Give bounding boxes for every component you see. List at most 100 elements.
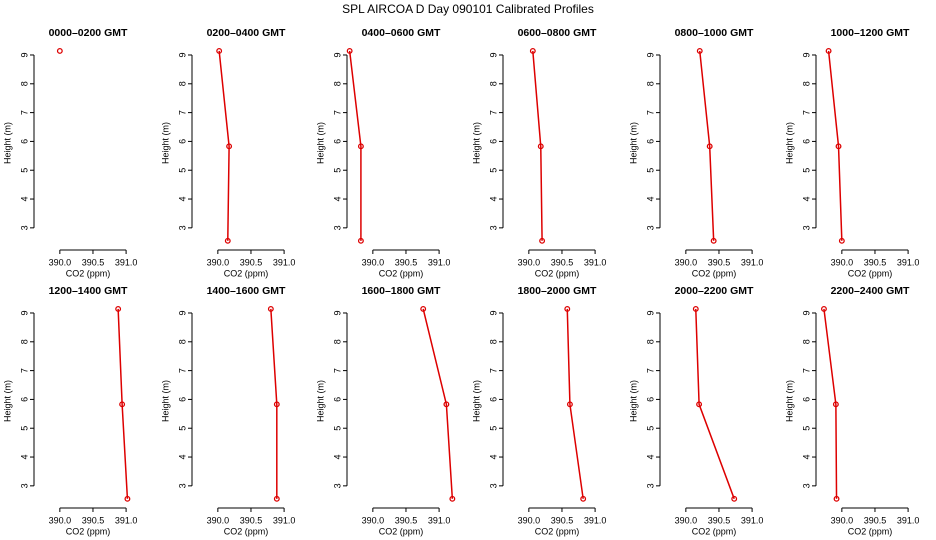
y-tick-label: 7 [645, 368, 655, 373]
x-axis-label: CO2 (ppm) [224, 526, 269, 536]
x-tick-label: 391.0 [428, 515, 451, 525]
y-axis-label: Height (m) [315, 380, 325, 422]
y-tick-label: 9 [488, 310, 498, 315]
y-tick-label: 6 [645, 397, 655, 402]
x-tick-label: 390.5 [82, 515, 105, 525]
y-tick-label: 6 [332, 139, 342, 144]
y-tick-label: 5 [177, 426, 187, 431]
x-tick-label: 391.0 [273, 515, 296, 525]
y-tick-label: 7 [488, 368, 498, 373]
data-point [832, 401, 839, 408]
y-tick-label: 4 [645, 455, 655, 460]
data-point [529, 47, 536, 54]
panel-title: 0200–0400 GMT [207, 27, 286, 39]
x-tick-label: 390.5 [395, 257, 418, 267]
y-tick-label: 6 [645, 139, 655, 144]
x-tick-label: 390.0 [831, 257, 854, 267]
y-tick-label: 4 [801, 455, 811, 460]
y-tick-label: 9 [645, 52, 655, 57]
y-tick-label: 7 [801, 368, 811, 373]
x-tick-label: 391.0 [428, 257, 451, 267]
y-axis-label: Height (m) [471, 380, 481, 422]
chart-title: SPL AIRCOA D Day 090101 Calibrated Profi… [342, 2, 594, 16]
x-axis-label: CO2 (ppm) [848, 526, 893, 536]
y-tick-label: 3 [488, 483, 498, 488]
y-axis-label: Height (m) [628, 122, 638, 164]
y-axis-label: Height (m) [2, 122, 12, 164]
profile-line [827, 50, 843, 241]
x-tick-label: 391.0 [741, 515, 764, 525]
panel-title: 1400–1600 GMT [207, 285, 286, 297]
data-point [821, 305, 827, 312]
y-tick-label: 6 [177, 139, 187, 144]
y-tick-label: 6 [488, 397, 498, 402]
y-tick-label: 3 [801, 225, 811, 230]
x-tick-label: 390.5 [864, 515, 887, 525]
y-tick-label: 8 [645, 81, 655, 86]
x-tick-label: 391.0 [115, 257, 138, 267]
x-tick-label: 391.0 [273, 257, 296, 267]
y-tick-label: 7 [332, 368, 342, 373]
y-tick-label: 5 [177, 168, 187, 173]
y-tick-label: 5 [332, 168, 342, 173]
data-point [580, 495, 587, 502]
x-tick-label: 390.5 [708, 257, 731, 267]
data-point [731, 495, 738, 502]
y-tick-label: 8 [332, 339, 342, 344]
y-tick-label: 9 [19, 52, 29, 57]
data-point [835, 143, 842, 150]
y-tick-label: 9 [177, 52, 187, 57]
profile-line [117, 308, 129, 499]
x-axis-label: CO2 (ppm) [692, 526, 737, 536]
y-tick-label: 3 [19, 225, 29, 230]
y-tick-label: 5 [19, 168, 29, 173]
profile-line [270, 308, 278, 499]
y-tick-label: 3 [332, 225, 342, 230]
panel-title: 1800–2000 GMT [518, 285, 597, 297]
x-tick-label: 390.5 [82, 257, 105, 267]
profile-line [699, 50, 715, 241]
y-tick-label: 3 [645, 483, 655, 488]
x-tick-label: 391.0 [115, 515, 138, 525]
x-tick-label: 390.0 [49, 515, 72, 525]
data-point [566, 401, 573, 408]
x-tick-label: 391.0 [584, 515, 607, 525]
y-tick-label: 6 [19, 139, 29, 144]
data-point [564, 305, 571, 312]
y-axis-label: Height (m) [2, 380, 12, 422]
data-point [833, 495, 840, 502]
x-axis-label: CO2 (ppm) [66, 526, 111, 536]
panel-title: 0800–1000 GMT [675, 27, 754, 39]
y-tick-label: 5 [645, 426, 655, 431]
data-point [115, 305, 122, 312]
y-tick-label: 8 [177, 81, 187, 86]
x-tick-label: 391.0 [897, 257, 920, 267]
profile-line [218, 50, 230, 241]
x-tick-label: 390.0 [362, 257, 385, 267]
y-tick-label: 4 [488, 455, 498, 460]
profile-line [422, 308, 454, 499]
y-tick-label: 7 [645, 110, 655, 115]
x-tick-label: 390.5 [240, 515, 263, 525]
y-tick-label: 4 [19, 197, 29, 202]
x-tick-label: 390.0 [207, 515, 230, 525]
data-point [696, 47, 703, 54]
x-axis-label: CO2 (ppm) [848, 268, 893, 278]
x-tick-label: 391.0 [741, 257, 764, 267]
x-tick-label: 390.5 [395, 515, 418, 525]
y-tick-label: 7 [801, 110, 811, 115]
panel-title: 2200–2400 GMT [831, 285, 910, 297]
y-tick-label: 7 [332, 110, 342, 115]
x-tick-label: 391.0 [897, 515, 920, 525]
data-point [273, 495, 280, 502]
y-axis-label: Height (m) [315, 122, 325, 164]
data-point [420, 305, 427, 312]
data-point [224, 237, 231, 244]
y-tick-label: 5 [332, 426, 342, 431]
x-tick-label: 390.0 [49, 257, 72, 267]
data-point [706, 143, 713, 150]
profile-line [348, 50, 362, 241]
y-tick-label: 5 [488, 426, 498, 431]
x-tick-label: 390.0 [675, 257, 698, 267]
